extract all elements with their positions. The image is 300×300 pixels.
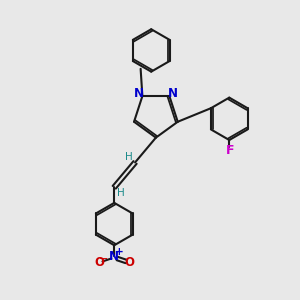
Text: +: + xyxy=(115,247,123,257)
Text: N: N xyxy=(109,250,119,263)
Text: O: O xyxy=(94,256,104,269)
Text: H: H xyxy=(117,188,124,198)
Text: N: N xyxy=(168,87,178,100)
Text: O: O xyxy=(124,256,135,269)
Text: H: H xyxy=(125,152,133,162)
Text: F: F xyxy=(226,144,234,157)
Text: N: N xyxy=(134,87,144,100)
Text: −: − xyxy=(98,254,108,264)
